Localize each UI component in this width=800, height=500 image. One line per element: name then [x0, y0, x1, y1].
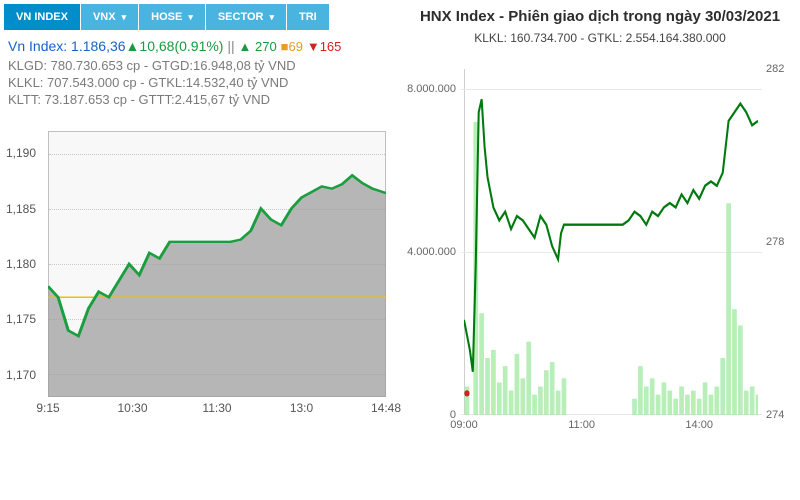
y-right-tick: 274 [766, 409, 784, 421]
y-tick-label: 1,185 [6, 202, 36, 216]
tab-hose[interactable]: HOSE ▾ [139, 4, 205, 30]
y-tick-label: 1,180 [6, 257, 36, 271]
y-tick-label: 1,175 [6, 312, 36, 326]
index-name: Vn Index: [8, 38, 67, 54]
tab-bar: VN INDEXVNX ▾HOSE ▾SECTOR ▾TRI [4, 4, 392, 30]
right-chart: 04.000.0008.000.000 274278282 09:0011:00… [408, 69, 792, 439]
y-right-tick: 282 [766, 63, 784, 75]
chevron-down-icon: ▾ [269, 12, 274, 23]
line-chart-svg [48, 131, 386, 397]
up-count: ▲ 270 [239, 39, 277, 54]
left-chart: 1,170 1,175 1,180 1,185 1,190 9:15 10:30 11:30… [4, 131, 392, 421]
left-panel: VN INDEXVNX ▾HOSE ▾SECTOR ▾TRI Vn Index:… [0, 0, 400, 500]
flat-count: ■69 [281, 39, 303, 54]
tab-vn-index[interactable]: VN INDEX [4, 4, 80, 30]
index-change: 10,68(0.91%) [139, 38, 223, 54]
up-triangle-icon: ▲ [126, 38, 140, 54]
right-panel: HNX Index - Phiên giao dịch trong ngày 3… [400, 0, 800, 500]
x-tick-label: 10:30 [117, 401, 147, 415]
chevron-down-icon: ▾ [188, 12, 193, 23]
x-tick-label: 13:0 [290, 401, 313, 415]
stat-row: KLGD: 780.730.653 cp - GTGD:16.948,08 tỷ… [8, 58, 388, 73]
chevron-down-icon: ▾ [122, 12, 127, 23]
index-line: Vn Index: 1.186,36▲10,68(0.91%) || ▲ 270… [8, 38, 388, 54]
tab-tri[interactable]: TRI [287, 4, 329, 30]
stat-row: KLTT: 73.187.653 cp - GTTT:2.415,67 tỷ V… [8, 92, 388, 107]
tab-sector[interactable]: SECTOR ▾ [206, 4, 286, 30]
stats-block: Vn Index: 1.186,36▲10,68(0.91%) || ▲ 270… [4, 30, 392, 117]
x-tick-label: 14:48 [371, 401, 401, 415]
y-left-tick: 8.000.000 [407, 83, 456, 95]
x-tick-label: 14:00 [685, 419, 713, 431]
index-value: 1.186,36 [71, 38, 126, 54]
right-title: HNX Index - Phiên giao dịch trong ngày 3… [408, 8, 792, 25]
right-subtitle: KLKL: 160.734.700 - GTKL: 2.554.164.380.… [408, 31, 792, 45]
x-tick-label: 09:00 [450, 419, 478, 431]
x-tick-label: 11:00 [568, 419, 595, 431]
x-tick-label: 11:30 [202, 401, 231, 415]
y-right-tick: 278 [766, 236, 784, 248]
down-count: ▼165 [307, 39, 342, 54]
combo-chart-svg [464, 69, 758, 415]
stat-row: KLKL: 707.543.000 cp - GTKL:14.532,40 tỷ… [8, 75, 388, 90]
x-tick-label: 9:15 [36, 401, 59, 415]
y-left-tick: 4.000.000 [407, 246, 456, 258]
tab-vnx[interactable]: VNX ▾ [81, 4, 138, 30]
y-tick-label: 1,190 [6, 146, 36, 160]
y-tick-label: 1,170 [6, 368, 36, 382]
separator: || [227, 38, 234, 54]
